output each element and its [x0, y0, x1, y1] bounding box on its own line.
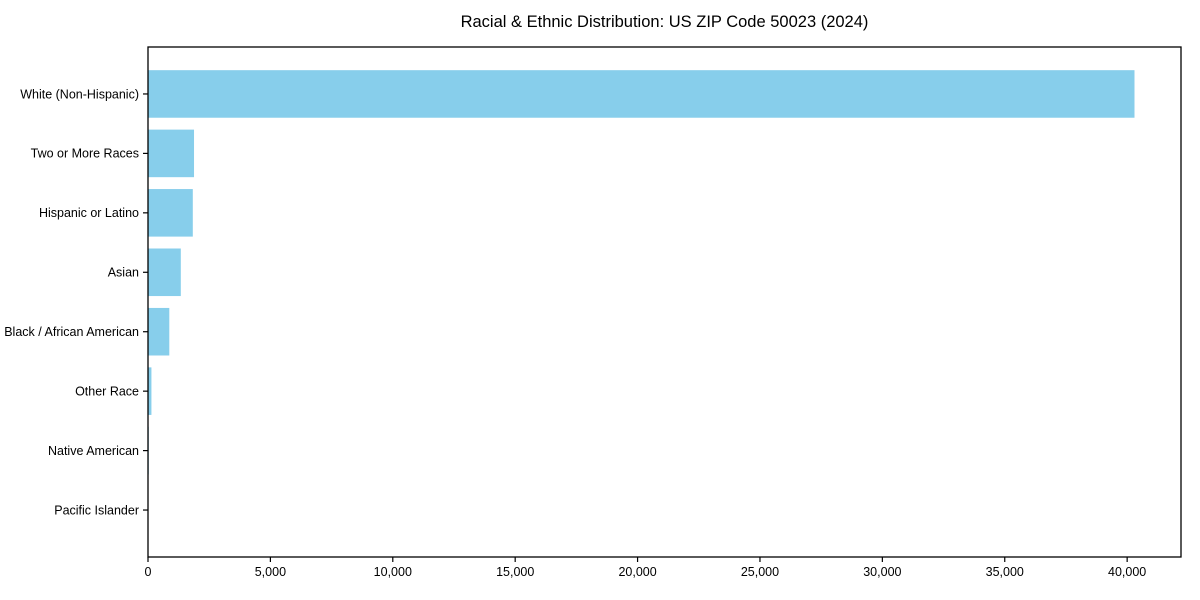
y-tick-label: Other Race	[75, 384, 139, 398]
bar	[148, 307, 170, 356]
y-tick-label: Asian	[108, 266, 139, 280]
x-tick-label: 0	[145, 565, 152, 579]
chart-title: Racial & Ethnic Distribution: US ZIP Cod…	[460, 13, 869, 31]
bar	[148, 189, 193, 237]
bar	[148, 367, 152, 415]
bar	[148, 248, 181, 297]
x-tick-label: 35,000	[986, 565, 1024, 579]
y-tick-label: White (Non-Hispanic)	[20, 87, 139, 101]
bar	[148, 70, 1135, 118]
x-tick-label: 5,000	[255, 565, 286, 579]
y-tick-label: Hispanic or Latino	[39, 206, 139, 220]
y-tick-label: Black / African American	[4, 325, 139, 339]
x-tick-label: 20,000	[618, 565, 656, 579]
y-tick-label: Native American	[48, 444, 139, 458]
bar	[148, 129, 195, 178]
plot-border	[147, 46, 1182, 558]
x-tick-label: 15,000	[496, 565, 534, 579]
x-tick-label: 10,000	[374, 565, 412, 579]
x-tick-label: 25,000	[741, 565, 779, 579]
y-tick-label: Pacific Islander	[54, 503, 139, 517]
x-tick-label: 40,000	[1108, 565, 1146, 579]
y-tick-label: Two or More Races	[31, 147, 139, 161]
x-tick-label: 30,000	[863, 565, 901, 579]
